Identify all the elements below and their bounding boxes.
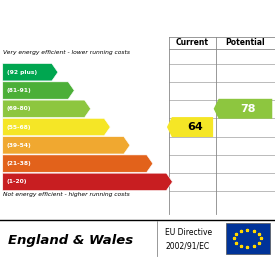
Polygon shape <box>3 118 110 136</box>
Text: F: F <box>154 159 161 168</box>
Polygon shape <box>3 82 74 99</box>
Text: (39-54): (39-54) <box>7 143 32 148</box>
Text: D: D <box>112 122 120 132</box>
Text: (69-80): (69-80) <box>7 106 31 111</box>
Text: Current: Current <box>176 38 209 47</box>
Text: Very energy efficient - lower running costs: Very energy efficient - lower running co… <box>3 50 130 55</box>
Text: (1-20): (1-20) <box>7 179 28 184</box>
Text: Not energy efficient - higher running costs: Not energy efficient - higher running co… <box>3 192 130 197</box>
Text: Energy Efficiency Rating: Energy Efficiency Rating <box>8 7 210 22</box>
Text: England & Wales: England & Wales <box>8 233 133 246</box>
Text: (21-38): (21-38) <box>7 161 32 166</box>
Polygon shape <box>167 117 213 137</box>
Text: 2002/91/EC: 2002/91/EC <box>165 241 209 251</box>
Polygon shape <box>214 99 272 119</box>
Text: Potential: Potential <box>226 38 265 47</box>
Polygon shape <box>3 155 153 172</box>
Text: B: B <box>76 85 84 95</box>
Text: (55-68): (55-68) <box>7 125 31 130</box>
Text: C: C <box>92 104 100 114</box>
Text: EU Directive: EU Directive <box>165 228 212 237</box>
Bar <box>226 223 270 254</box>
Text: G: G <box>174 177 182 187</box>
Text: E: E <box>131 140 138 150</box>
Text: (92 plus): (92 plus) <box>7 70 37 75</box>
Text: (81-91): (81-91) <box>7 88 32 93</box>
Text: A: A <box>59 67 67 77</box>
Polygon shape <box>3 63 58 81</box>
Text: 64: 64 <box>187 122 203 132</box>
Polygon shape <box>3 173 172 190</box>
Text: 78: 78 <box>240 104 256 114</box>
Polygon shape <box>3 137 130 154</box>
Polygon shape <box>3 100 91 117</box>
